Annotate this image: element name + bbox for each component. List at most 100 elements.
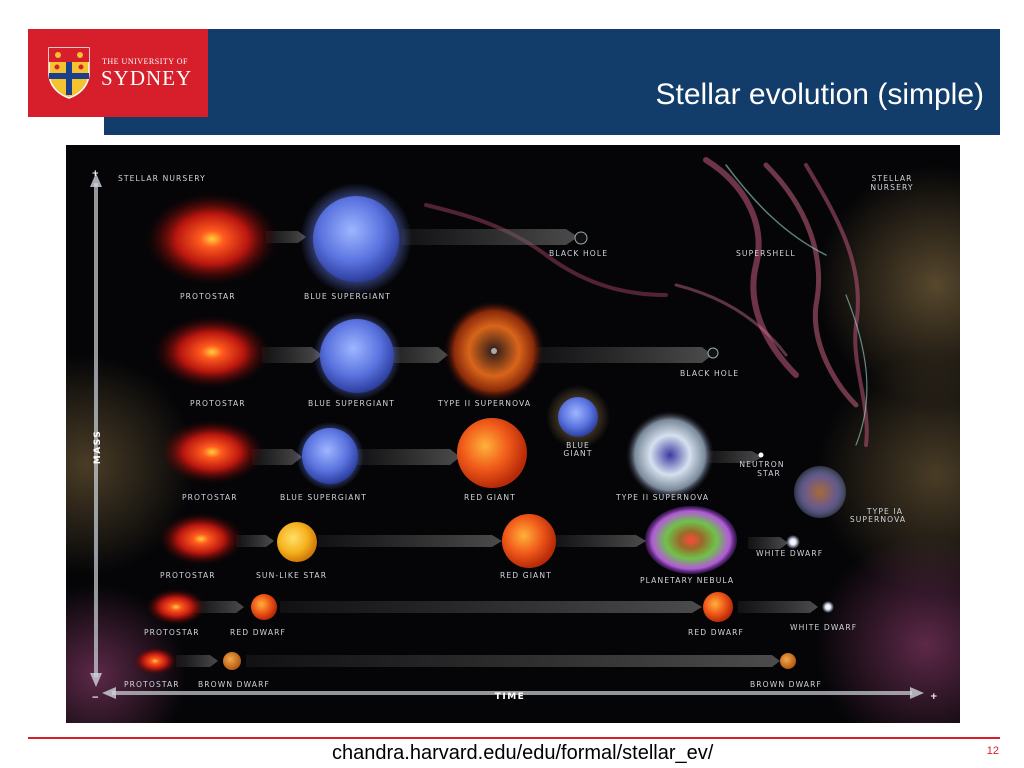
label-protostar: PROTOSTAR — [160, 571, 216, 580]
arrow-up-icon — [90, 173, 102, 187]
label-planetary-nebula: PLANETARY NEBULA — [640, 576, 734, 585]
time-plus-sign: + — [930, 692, 939, 702]
white-dwarf — [786, 535, 800, 549]
arrow-right-icon — [910, 687, 924, 699]
arrow-down-icon — [90, 673, 102, 687]
label-stellar-nursery-left: STELLAR NURSERY — [118, 174, 206, 183]
row-4: PROTOSTAR SUN-LIKE STAR RED GIANT PLANET… — [159, 506, 823, 585]
crest-icon — [48, 47, 90, 99]
logo-small-text: THE UNIVERSITY OF — [102, 57, 188, 66]
label-stellar-nursery-right-1: STELLAR — [871, 174, 912, 183]
black-hole — [574, 231, 588, 245]
label-blue-supergiant: BLUE SUPERGIANT — [280, 493, 367, 502]
flow-arrow — [176, 655, 218, 667]
flow-arrow — [536, 347, 712, 363]
red-giant — [502, 514, 556, 568]
protostar — [160, 420, 264, 484]
red-dwarf-end — [703, 592, 733, 622]
label-blue-supergiant: BLUE SUPERGIANT — [308, 399, 395, 408]
label-protostar: PROTOSTAR — [182, 493, 238, 502]
label-black-hole: BLACK HOLE — [680, 369, 739, 378]
label-type-ia-1: TYPE IA — [866, 507, 903, 516]
flow-arrows — [176, 229, 818, 667]
planetary-nebula — [645, 506, 737, 574]
brown-dwarf-end — [780, 653, 796, 669]
blue-supergiant — [302, 428, 358, 484]
footer-divider — [28, 737, 1000, 739]
label-white-dwarf: WHITE DWARF — [790, 623, 857, 632]
mass-axis-label: MASS — [93, 430, 103, 464]
label-red-dwarf: RED DWARF — [230, 628, 286, 637]
university-logo[interactable]: THE UNIVERSITY OF SYDNEY — [28, 29, 208, 117]
label-stellar-nursery-right-2: NURSERY — [870, 183, 913, 192]
label-red-giant: RED GIANT — [500, 571, 552, 580]
label-protostar: PROTOSTAR — [144, 628, 200, 637]
nebula-glow — [816, 165, 960, 405]
protostar — [133, 647, 177, 675]
brown-dwarf — [223, 652, 241, 670]
white-dwarf — [822, 601, 834, 613]
type-ia-supernova — [794, 466, 846, 518]
flow-arrow — [194, 601, 244, 613]
page-number: 12 — [986, 745, 999, 757]
flow-arrow — [356, 449, 460, 465]
label-protostar: PROTOSTAR — [180, 292, 236, 301]
label-neutron-star-2: STAR — [757, 469, 781, 478]
arrow-left-icon — [102, 687, 116, 699]
label-brown-dwarf: BROWN DWARF — [198, 680, 270, 689]
label-type-ia-2: SUPERNOVA — [850, 515, 906, 524]
label-blue-giant-2: GIANT — [563, 449, 592, 458]
mass-axis: MASS + − — [90, 169, 103, 703]
time-axis: TIME + — [102, 687, 939, 702]
stellar-evolution-diagram: MASS + − TIME + — [66, 145, 960, 723]
blue-supergiant — [320, 319, 394, 393]
row-6: PROTOSTAR BROWN DWARF BROWN DWARF — [124, 647, 822, 689]
red-dwarf — [251, 594, 277, 620]
flow-arrow — [318, 535, 502, 547]
protostar — [154, 316, 270, 388]
label-protostar: PROTOSTAR — [124, 680, 180, 689]
blue-supergiant — [313, 196, 399, 282]
time-axis-label: TIME — [495, 692, 526, 702]
flow-arrow — [252, 449, 302, 465]
label-blue-giant-1: BLUE — [566, 441, 590, 450]
neutron-star — [758, 452, 764, 458]
mass-plus-sign: + — [91, 169, 100, 179]
label-neutron-star-1: NEUTRON — [739, 460, 784, 469]
blue-giant — [558, 397, 598, 437]
nebula-glow — [66, 355, 196, 575]
protostar — [146, 193, 278, 285]
flow-arrow — [706, 451, 762, 463]
time-minus-sign: − — [91, 693, 100, 703]
nebula-glow — [816, 355, 960, 595]
label-white-dwarf: WHITE DWARF — [756, 549, 823, 558]
logo-big-text: SYDNEY — [101, 66, 193, 90]
row-1: PROTOSTAR BLUE SUPERGIANT BLACK HOLE — [146, 183, 608, 301]
supernova-core — [491, 348, 497, 354]
row-5: PROTOSTAR RED DWARF RED DWARF WHITE DWAR… — [144, 589, 857, 637]
header-bar — [104, 29, 1000, 135]
slide-title: Stellar evolution (simple) — [655, 78, 984, 111]
label-brown-dwarf-end: BROWN DWARF — [750, 680, 822, 689]
flow-arrow — [402, 229, 578, 245]
label-red-dwarf-end: RED DWARF — [688, 628, 744, 637]
diagram-svg: MASS + − TIME + — [66, 145, 960, 723]
black-hole — [707, 347, 719, 359]
source-url[interactable]: chandra.harvard.edu/edu/formal/stellar_e… — [332, 742, 714, 764]
row-3: PROTOSTAR BLUE SUPERGIANT RED GIANT BLUE… — [160, 385, 906, 524]
label-blue-supergiant: BLUE SUPERGIANT — [304, 292, 391, 301]
label-red-giant: RED GIANT — [464, 493, 516, 502]
red-giant — [457, 418, 527, 488]
flow-arrow — [236, 535, 274, 547]
row-2: PROTOSTAR BLUE SUPERGIANT TYPE II SUPERN… — [154, 301, 739, 408]
label-type-ii-supernova: TYPE II SUPERNOVA — [615, 493, 709, 502]
label-black-hole: BLACK HOLE — [549, 249, 608, 258]
label-supershell: SUPERSHELL — [736, 249, 796, 258]
protostar — [146, 589, 206, 625]
nebula-glow — [816, 535, 960, 723]
flow-arrow — [552, 535, 646, 547]
flow-arrow — [280, 601, 702, 613]
flow-arrow — [262, 347, 322, 363]
label-protostar: PROTOSTAR — [190, 399, 246, 408]
label-type-ii-supernova: TYPE II SUPERNOVA — [437, 399, 531, 408]
